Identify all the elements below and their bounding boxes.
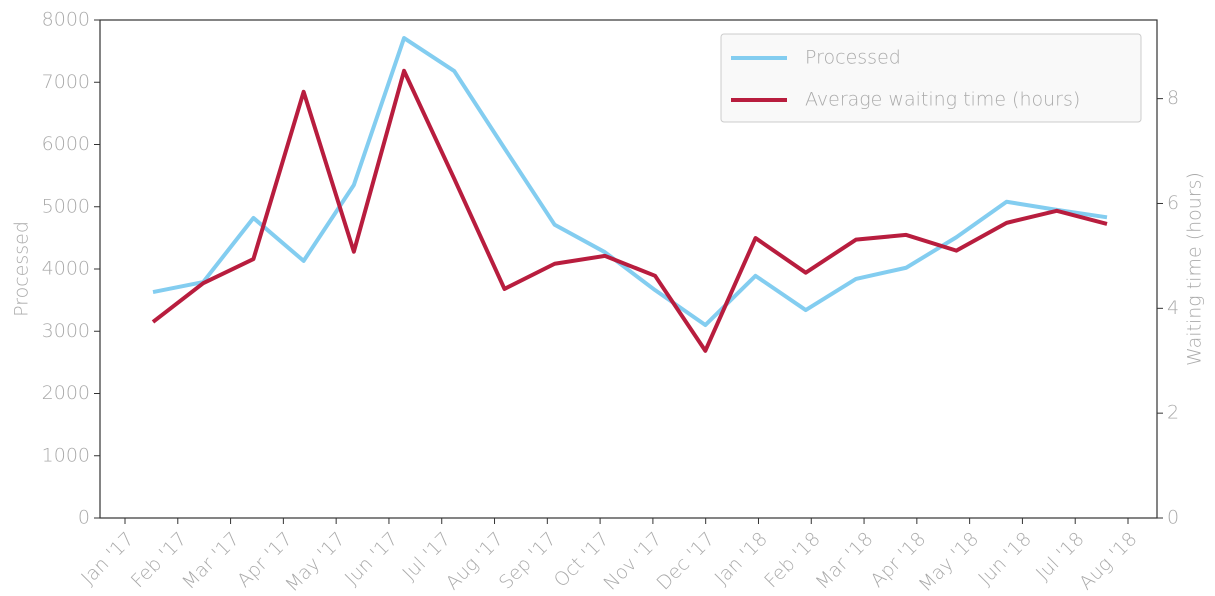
x-tick-label: Sep '17 bbox=[495, 528, 561, 592]
x-tick-label: May '18 bbox=[915, 528, 983, 592]
y-tick-label: 4000 bbox=[42, 258, 90, 280]
series-line bbox=[151, 68, 1108, 353]
x-tick-label: Mar '17 bbox=[178, 528, 244, 592]
y-tick-label: 8000 bbox=[42, 9, 90, 31]
legend-box bbox=[720, 33, 1142, 123]
series-line bbox=[152, 36, 1108, 328]
y2-tick-label: 2 bbox=[1167, 402, 1179, 424]
y-tick-label: 0 bbox=[78, 507, 90, 529]
x-tick-label: Aug '18 bbox=[1075, 528, 1141, 592]
y-tick-label: 6000 bbox=[42, 133, 90, 155]
y-tick-label: 3000 bbox=[42, 320, 90, 342]
y2-tick-label: 6 bbox=[1167, 192, 1179, 214]
y-tick-label: 2000 bbox=[42, 382, 90, 404]
x-tick-label: Jun '17 bbox=[341, 528, 403, 590]
y-tick-label: 5000 bbox=[42, 195, 90, 217]
x-tick-label: May '17 bbox=[281, 528, 349, 592]
y2-tick-label: 0 bbox=[1167, 507, 1179, 529]
y-tick-label: 1000 bbox=[42, 444, 90, 466]
x-tick-label: Mar '18 bbox=[812, 528, 878, 592]
legend-label: Processed bbox=[805, 47, 901, 69]
y-axis-label: Processed bbox=[11, 221, 33, 317]
x-tick-label: Jun '18 bbox=[974, 528, 1036, 590]
y2-axis-label: Waiting time (hours) bbox=[1184, 172, 1206, 366]
legend-label: Average waiting time (hours) bbox=[805, 89, 1080, 111]
x-tick-label: Dec '17 bbox=[652, 528, 719, 592]
y2-tick-label: 8 bbox=[1167, 87, 1179, 109]
y-tick-label: 7000 bbox=[42, 71, 90, 93]
y2-tick-label: 4 bbox=[1167, 297, 1179, 319]
